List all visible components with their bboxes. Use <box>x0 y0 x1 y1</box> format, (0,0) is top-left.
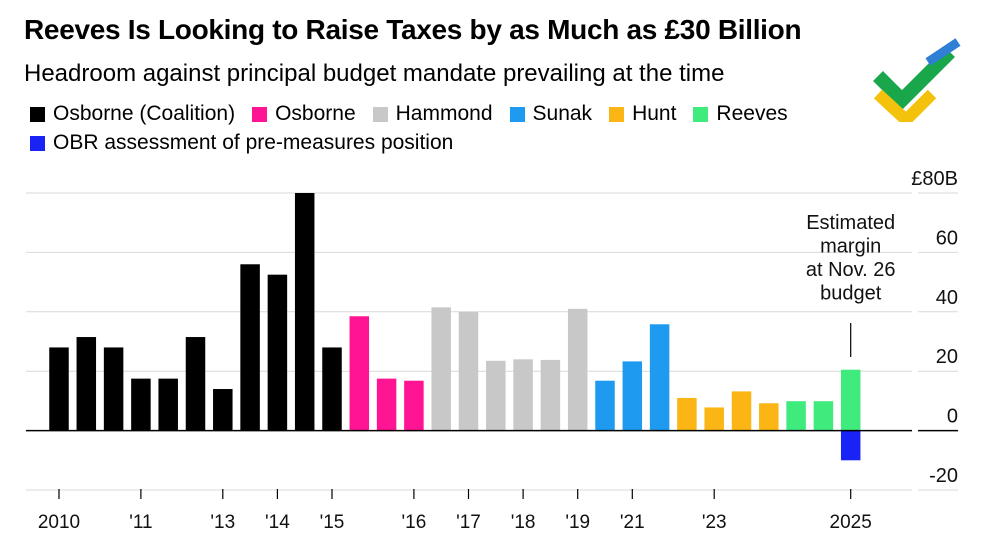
chart-subtitle: Headroom against principal budget mandat… <box>24 60 725 87</box>
annotation-text: budget <box>820 283 882 305</box>
y-tick-label: -20 <box>929 465 958 487</box>
x-tick-label: '11 <box>129 512 152 533</box>
bar <box>540 359 561 431</box>
y-tick-label: £80B <box>911 168 958 190</box>
legend-label: Hammond <box>395 102 493 125</box>
legend-item: Hammond <box>372 102 493 126</box>
bar <box>704 407 724 431</box>
legend-item: Hunt <box>609 102 676 126</box>
bar <box>185 337 206 431</box>
legend-swatch <box>30 135 45 151</box>
x-tick-label: 2025 <box>830 512 872 533</box>
bar <box>813 401 834 431</box>
legend-label: Osborne (Coalition) <box>53 102 236 125</box>
bar <box>786 401 806 431</box>
legend-swatch <box>509 106 525 122</box>
bar <box>404 380 424 431</box>
bar <box>267 274 288 431</box>
x-tick-label: '17 <box>456 512 481 533</box>
legend-label: Sunak <box>532 102 593 125</box>
x-tick-label: '13 <box>210 512 235 533</box>
bar <box>349 316 370 431</box>
legend-label: OBR assessment of pre-measures position <box>53 131 454 154</box>
legend-swatch <box>252 106 268 122</box>
chart-title: Reeves Is Looking to Raise Taxes by as M… <box>24 14 802 45</box>
x-tick-label: '14 <box>265 512 290 533</box>
bar <box>840 430 861 461</box>
bar <box>513 359 533 431</box>
bar <box>158 378 178 431</box>
x-tick-label: '16 <box>402 512 427 533</box>
legend-swatch <box>609 106 625 122</box>
x-tick-label: '21 <box>620 512 645 533</box>
bar <box>49 347 69 431</box>
bar <box>649 324 670 431</box>
x-tick-label: '19 <box>565 512 590 533</box>
bar <box>486 360 506 431</box>
y-tick-label: 0 <box>947 406 958 428</box>
bar <box>76 337 97 431</box>
bar <box>458 311 479 431</box>
legend-swatch <box>372 106 388 122</box>
brand-logo-icon <box>873 38 961 122</box>
legend-item: OBR assessment of pre-measures position <box>30 131 453 155</box>
bar <box>376 378 397 431</box>
legend-item: Reeves <box>693 102 788 126</box>
bar <box>567 308 588 431</box>
bar <box>322 347 342 431</box>
legend-item: Osborne <box>252 102 356 126</box>
bar <box>294 193 315 431</box>
legend-item: Osborne (Coalition) <box>30 102 235 126</box>
legend-item: Sunak <box>509 102 593 126</box>
bar <box>595 380 615 431</box>
bar <box>240 264 260 431</box>
y-tick-label: 60 <box>936 227 958 249</box>
annotation-text: Estimated <box>806 212 895 234</box>
legend-label: Osborne <box>275 102 356 125</box>
y-tick-label: 20 <box>936 346 958 368</box>
bar <box>213 389 233 431</box>
bar <box>131 378 151 431</box>
bar <box>840 369 861 431</box>
legend-swatch <box>30 106 45 122</box>
annotation-text: at Nov. 26 <box>806 259 896 281</box>
bar <box>622 361 643 431</box>
y-tick-label: 40 <box>936 287 958 309</box>
x-tick-label: '23 <box>702 512 727 533</box>
bar <box>431 307 451 431</box>
bar <box>759 403 779 431</box>
legend-swatch <box>693 106 709 122</box>
legend: Osborne (Coalition) Osborne Hammond Sunak Hu… <box>30 102 930 155</box>
bar <box>103 347 124 431</box>
legend-label: Reeves <box>716 102 788 125</box>
legend-label: Hunt <box>632 102 677 125</box>
x-tick-label: 2010 <box>38 512 80 533</box>
x-tick-label: '15 <box>320 512 345 533</box>
annotation-text: margin <box>820 236 881 258</box>
bar <box>731 391 752 431</box>
bar <box>677 397 697 431</box>
x-tick-label: '18 <box>511 512 536 533</box>
